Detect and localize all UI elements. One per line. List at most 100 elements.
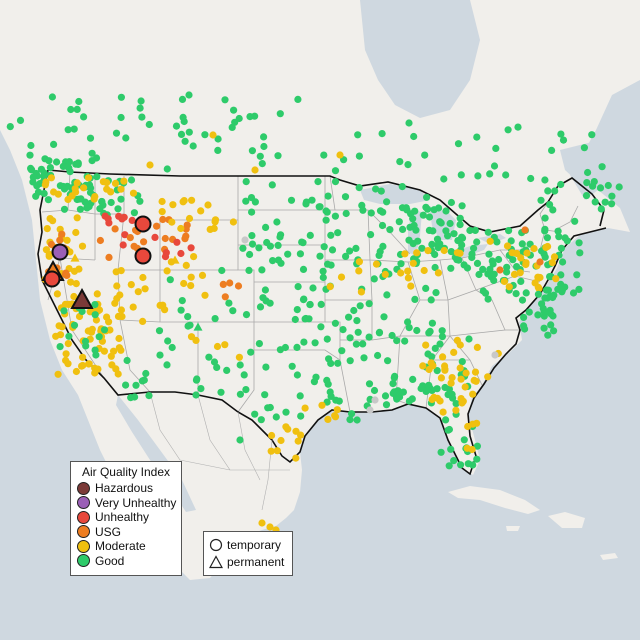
station-marker: [541, 294, 549, 302]
station-marker: [127, 281, 135, 289]
station-marker: [111, 179, 120, 187]
station-marker: [189, 142, 197, 150]
station-marker: [389, 380, 397, 388]
station-marker: [129, 303, 137, 311]
station-marker: [548, 259, 557, 267]
station-marker: [58, 230, 66, 238]
station-marker: [428, 319, 436, 327]
station-marker: [402, 204, 410, 212]
station-marker: [331, 178, 340, 186]
station-marker: [371, 396, 379, 404]
station-marker: [300, 295, 308, 303]
station-marker: [288, 362, 296, 370]
station-marker: [117, 346, 125, 354]
station-marker: [293, 306, 301, 314]
station-marker: [346, 247, 354, 255]
station-marker: [73, 179, 81, 187]
station-marker: [419, 362, 427, 370]
station-marker: [48, 93, 57, 101]
jamaica: [506, 526, 520, 531]
station-marker: [423, 193, 431, 201]
station-marker: [50, 140, 58, 148]
station-marker: [492, 144, 500, 152]
station-marker: [326, 283, 334, 291]
station-marker: [318, 401, 326, 409]
station-marker: [68, 192, 76, 200]
legend-row-usg: USG: [71, 525, 181, 540]
station-marker: [588, 131, 596, 139]
station-marker: [354, 131, 362, 139]
station-marker: [53, 158, 61, 166]
station-marker: [62, 350, 70, 358]
station-marker: [430, 206, 438, 214]
station-marker: [324, 415, 332, 423]
station-marker: [434, 269, 442, 277]
station-marker: [180, 279, 188, 288]
station-marker: [557, 180, 565, 189]
station-marker: [103, 179, 111, 187]
station-marker: [437, 374, 445, 382]
station-marker: [209, 131, 217, 139]
station-marker: [425, 329, 433, 337]
station-marker: [598, 163, 606, 171]
station-marker: [419, 211, 427, 219]
station-marker: [309, 284, 317, 292]
station-marker: [341, 193, 350, 201]
station-marker: [73, 214, 81, 222]
station-marker: [274, 152, 282, 160]
station-marker: [126, 234, 134, 242]
station-marker: [374, 351, 382, 360]
station-marker: [242, 386, 250, 394]
legend-row-hazardous: Hazardous: [71, 481, 181, 496]
station-marker: [383, 198, 391, 206]
station-marker: [401, 250, 409, 258]
station-marker: [389, 389, 397, 397]
station-marker: [114, 370, 122, 378]
station-marker: [541, 214, 549, 222]
station-marker: [381, 392, 390, 400]
station-marker: [46, 164, 55, 172]
station-marker: [301, 404, 309, 412]
station-marker: [551, 187, 559, 195]
station-marker: [218, 266, 226, 275]
station-marker: [462, 369, 470, 377]
station-marker: [452, 406, 460, 414]
station-marker: [356, 302, 364, 310]
station-marker: [73, 105, 81, 113]
station-marker: [386, 226, 394, 234]
station-marker: [493, 238, 501, 246]
station-marker: [508, 249, 516, 257]
station-marker: [111, 225, 119, 233]
station-marker: [310, 378, 318, 386]
station-marker: [437, 219, 445, 227]
station-marker: [427, 296, 435, 304]
state-border-line: [325, 321, 341, 360]
station-marker: [123, 356, 131, 365]
station-marker: [229, 307, 237, 315]
station-marker: [325, 355, 333, 363]
station-marker: [173, 238, 181, 246]
station-marker: [236, 436, 244, 444]
station-marker: [129, 189, 138, 197]
station-marker: [475, 270, 483, 279]
station-marker: [236, 361, 244, 369]
station-marker: [192, 336, 200, 344]
station-marker: [450, 348, 458, 356]
station-marker: [26, 151, 34, 159]
station-marker: [213, 363, 221, 371]
station-marker: [484, 295, 492, 303]
station-marker: [418, 244, 426, 252]
station-marker: [36, 180, 44, 188]
station-marker: [88, 157, 96, 165]
station-marker: [417, 384, 425, 393]
station-marker: [159, 215, 167, 224]
station-marker: [431, 263, 439, 272]
station-marker: [544, 331, 552, 339]
temporary-monitor-marker: [134, 247, 152, 265]
station-marker: [549, 293, 557, 302]
station-marker: [438, 333, 446, 341]
state-border-line: [554, 205, 579, 231]
station-marker: [359, 340, 367, 348]
station-marker: [352, 244, 360, 252]
station-marker: [370, 386, 379, 395]
